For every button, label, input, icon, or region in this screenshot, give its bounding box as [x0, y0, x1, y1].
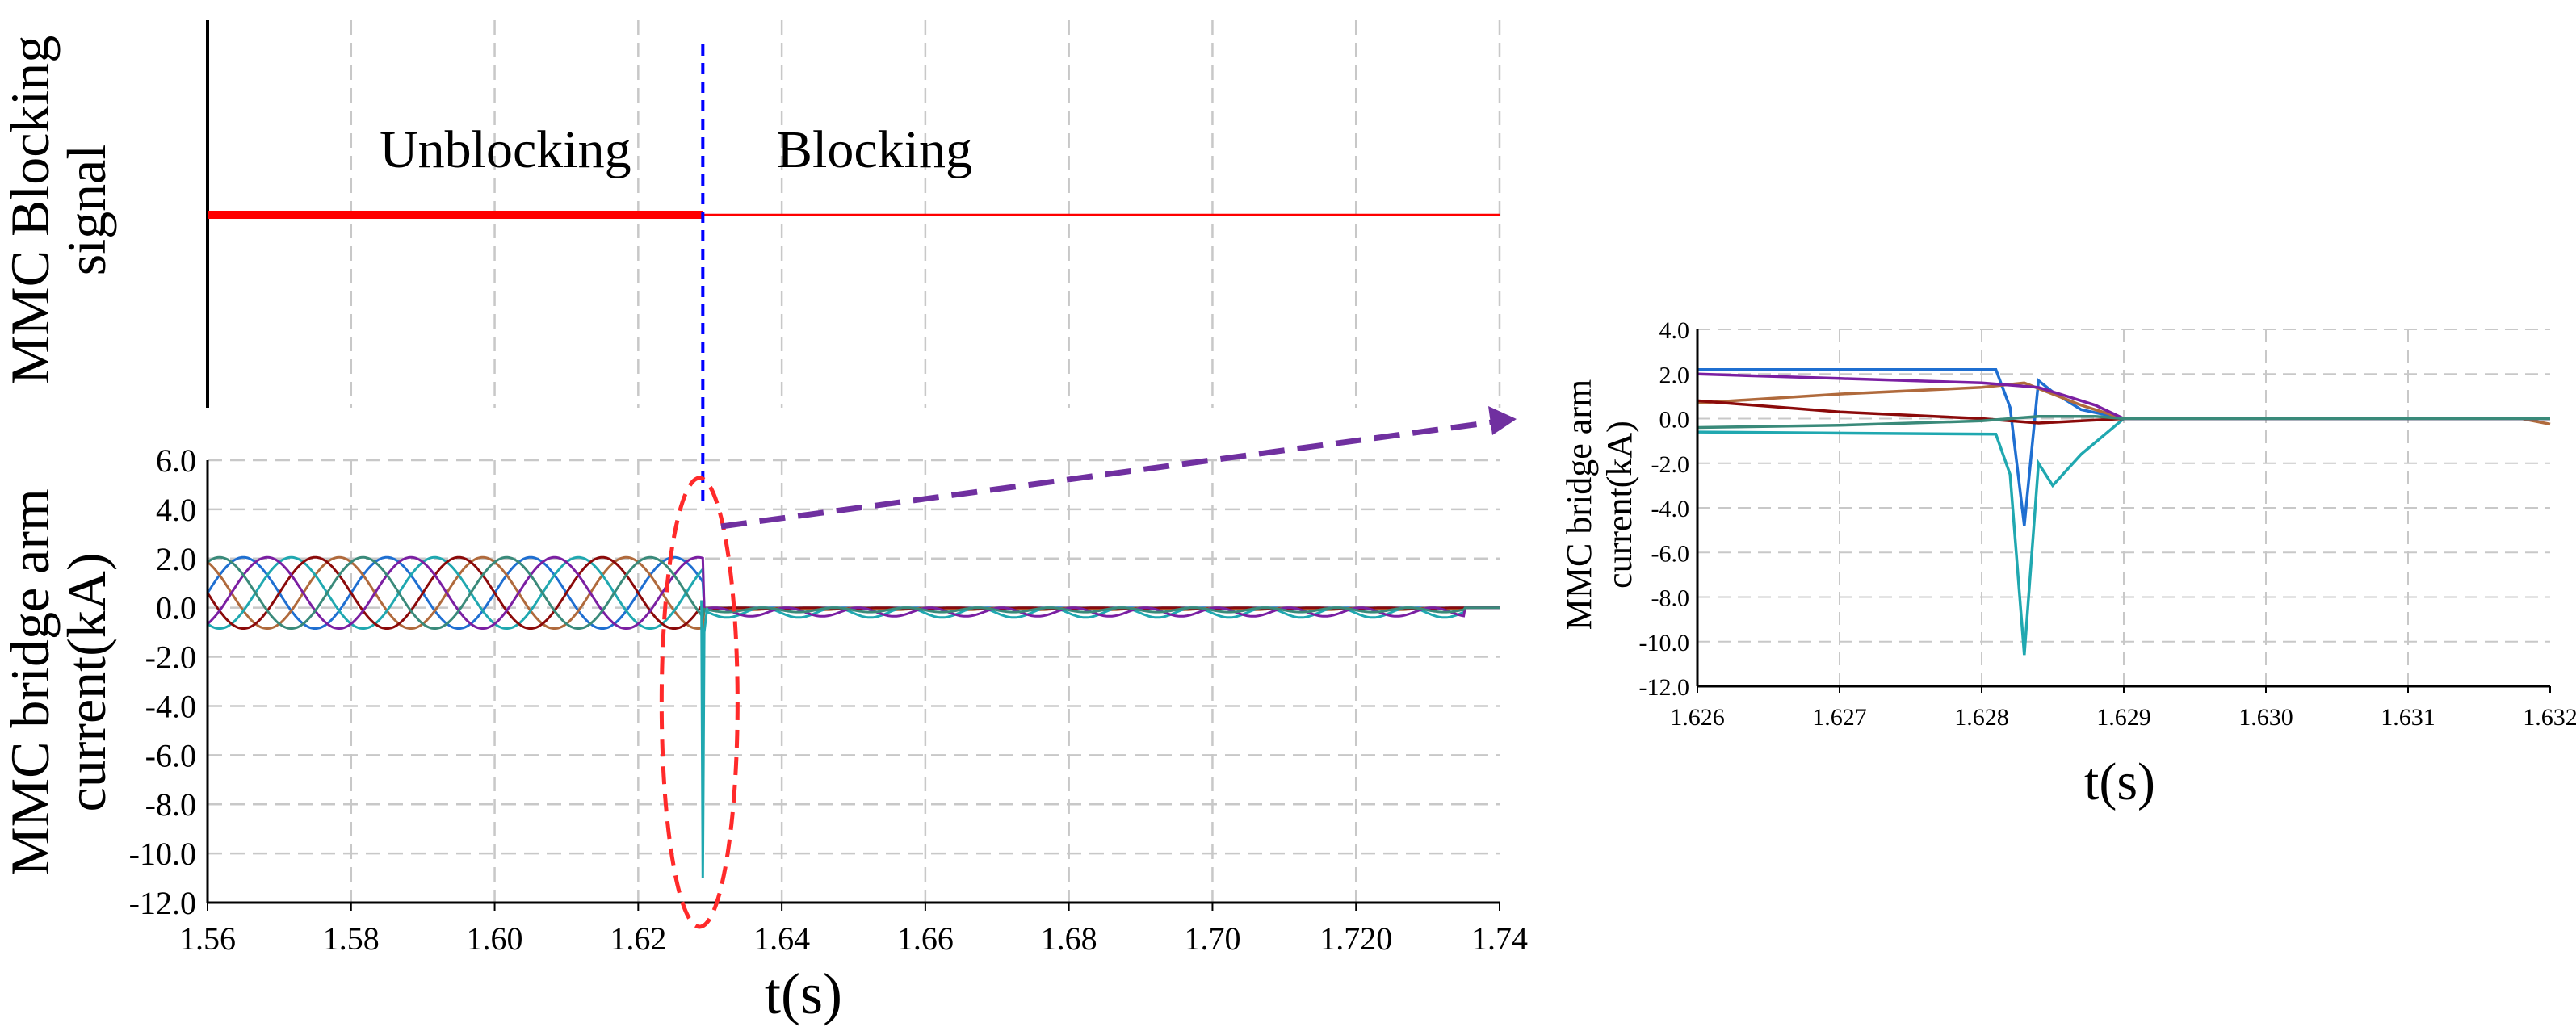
- zoom-series-line: [1697, 417, 2550, 656]
- main-series-group: [206, 555, 1500, 878]
- zoom-arrowhead: [1488, 406, 1517, 435]
- main-xlabel: t(s): [765, 962, 842, 1026]
- main-y-tick-label: -8.0: [145, 786, 196, 823]
- main-y-tick-label: -6.0: [145, 737, 196, 773]
- zoom-arrow: [720, 419, 1493, 530]
- zoom-y-tick-label: -10.0: [1639, 630, 1690, 656]
- main-y-tick-label: 0.0: [156, 590, 196, 627]
- zoom-y-tick-label: -8.0: [1651, 585, 1690, 612]
- main-y-tick-label: 2.0: [156, 541, 196, 577]
- main-x-ticks: 1.56 1.58 1.60 1.62 1.64 1.66 1.68 1.70 1.720 1.7…: [179, 903, 1528, 957]
- main-x-tick-label: 1.68: [1041, 920, 1097, 957]
- zoom-series-line: [1697, 414, 2550, 430]
- main-y-tick-label: -4.0: [145, 688, 196, 724]
- zoom-y-ticks: 4.0 2.0 0.0 -2.0 -4.0 -6.0 -8.0 -10.0 -12.0: [1639, 317, 1690, 701]
- zoom-region-ellipse: [659, 476, 740, 929]
- zoom-y-tick-label: -12.0: [1639, 674, 1690, 701]
- zoom-x-tick-label: 1.626: [1670, 704, 1725, 731]
- main-y-tick-label: -10.0: [129, 836, 196, 872]
- zoom-x-tick-label: 1.631: [2381, 704, 2435, 731]
- zoom-y-tick-label: 2.0: [1659, 362, 1690, 388]
- unblocking-label: Unblocking: [380, 120, 631, 179]
- main-x-tick-label: 1.70: [1184, 920, 1240, 957]
- zoom-current-panel: MMC bridge arm current(kA) 4.0 2.0 0.0 -2.0…: [1559, 317, 2576, 811]
- main-x-tick-label: 1.74: [1471, 920, 1528, 957]
- main-x-tick-label: 1.64: [753, 920, 810, 957]
- zoom-xlabel: t(s): [2084, 752, 2155, 811]
- main-y-tick-label: -2.0: [145, 639, 196, 676]
- main-x-tick-label: 1.720: [1319, 920, 1392, 957]
- zoom-series-group: [1697, 367, 2551, 656]
- zoom-x-tick-label: 1.629: [2096, 704, 2151, 731]
- main-x-tick-label: 1.56: [179, 920, 236, 957]
- main-ylabel-line2: current(kA): [56, 553, 117, 812]
- main-series-line: [207, 555, 1500, 630]
- main-y-ticks: 6.0 4.0 2.0 0.0 -2.0 -4.0 -6.0 -8.0 -10.0 -12.0: [129, 442, 196, 921]
- main-x-tick-label: 1.60: [467, 920, 523, 957]
- zoom-x-tick-label: 1.630: [2238, 704, 2293, 731]
- zoom-ylabel-line2: current(kA): [1600, 421, 1639, 589]
- signal-ylabel-line2: signal: [56, 145, 117, 275]
- zoom-y-tick-label: -6.0: [1651, 540, 1690, 567]
- main-grid: [208, 459, 1500, 903]
- main-x-tick-label: 1.62: [610, 920, 666, 957]
- zoom-y-tick-label: 0.0: [1659, 407, 1690, 434]
- main-y-tick-label: 6.0: [156, 442, 196, 479]
- zoom-grid: [1697, 329, 2550, 686]
- main-series-line: [207, 555, 1500, 630]
- main-x-tick-label: 1.58: [323, 920, 380, 957]
- zoom-y-tick-label: 4.0: [1659, 317, 1690, 344]
- main-series-line: [207, 555, 1500, 630]
- blocking-signal-panel: MMC Blocking signal Unblocking Blocking: [0, 20, 1501, 408]
- main-x-tick-label: 1.66: [897, 920, 954, 957]
- zoom-x-ticks: 1.626 1.627 1.628 1.629 1.630 1.631 1.632: [1670, 686, 2576, 731]
- zoom-x-tick-label: 1.632: [2523, 704, 2576, 731]
- main-y-tick-label: -12.0: [129, 885, 196, 921]
- main-current-panel: MMC bridge arm current(kA) 6.0 4.0 2.0 0.0 -…: [0, 442, 1528, 1026]
- zoom-y-tick-label: -4.0: [1651, 496, 1690, 522]
- main-y-tick-label: 4.0: [156, 492, 196, 528]
- signal-ylabel-line1: MMC Blocking: [0, 36, 61, 385]
- zoom-ylabel-line1: MMC bridge arm: [1559, 379, 1599, 630]
- main-spike-line: [700, 600, 709, 878]
- zoom-x-tick-label: 1.628: [1954, 704, 2009, 731]
- main-ylabel-line1: MMC bridge arm: [0, 488, 61, 876]
- zoom-y-tick-label: -2.0: [1651, 451, 1690, 478]
- zoom-x-tick-label: 1.627: [1812, 704, 1867, 731]
- blocking-label: Blocking: [777, 120, 972, 179]
